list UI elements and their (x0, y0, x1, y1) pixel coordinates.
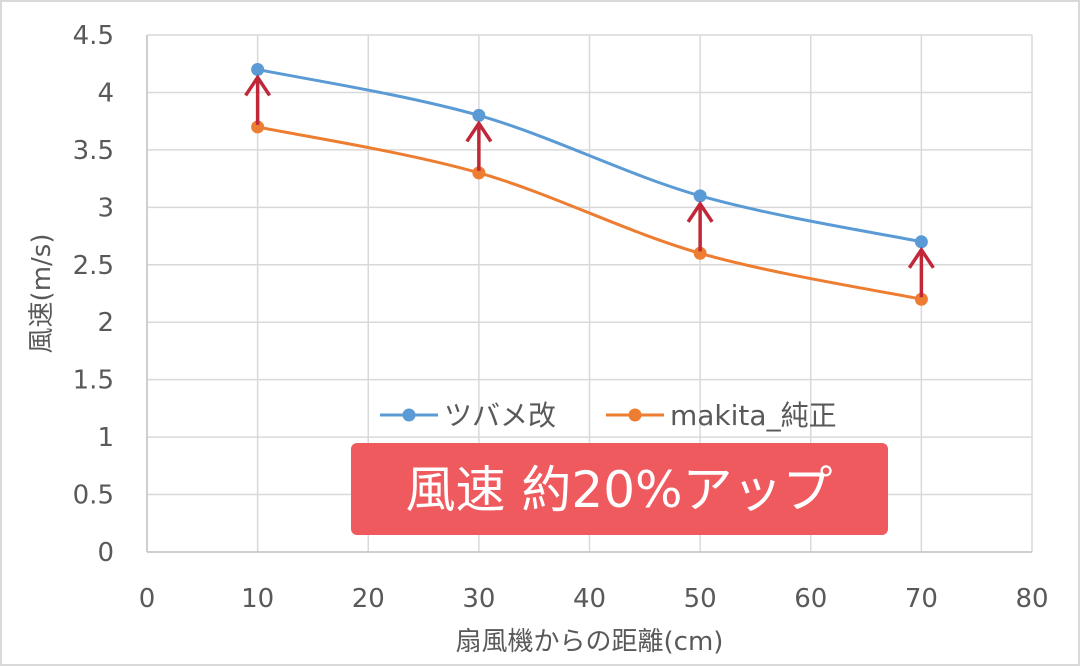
y-tick-label: 3.5 (73, 136, 114, 166)
increase-arrows (244, 74, 935, 298)
x-tick-label: 30 (462, 584, 495, 614)
x-tick-label: 10 (241, 584, 274, 614)
increase-arrow (907, 246, 935, 298)
legend: ツバメ改 makita_純正 (380, 399, 837, 432)
x-tick-label: 80 (1015, 584, 1048, 614)
y-tick-label: 1 (97, 423, 114, 453)
legend-marker (402, 408, 416, 422)
legend-label: ツバメ改 (444, 399, 556, 432)
gridlines (147, 34, 1033, 552)
x-tick-label: 0 (139, 584, 156, 614)
series-line-2 (257, 125, 922, 301)
series-line-1 (257, 67, 922, 244)
data-point-series-1 (251, 62, 265, 76)
x-tick-label: 50 (684, 584, 717, 614)
legend-marker (628, 408, 642, 422)
data-point-series-2 (914, 292, 928, 306)
x-axis-title: 扇風機からの距離(cm) (456, 627, 724, 657)
data-point-series-2 (693, 246, 707, 260)
y-tick-label: 2.5 (73, 251, 114, 281)
y-tick-label: 4.5 (73, 21, 114, 51)
increase-arrow (244, 74, 272, 125)
callout-box (351, 443, 888, 535)
data-point-series-2 (251, 120, 265, 134)
x-tick-label: 20 (352, 584, 385, 614)
callout: 風速 約20%アップ (351, 443, 888, 535)
axes (146, 35, 1032, 553)
y-tick-label: 3 (97, 193, 114, 223)
legend-item: ツバメ改 (380, 399, 556, 432)
y-tick-label: 2 (97, 308, 114, 338)
x-tick-label: 40 (573, 584, 606, 614)
y-tick-label: 0.5 (73, 481, 114, 511)
tick-labels: 0 10 20 30 40 50 60 70 80 0 0.5 1 1.5 2 2.5 3 3.5 4 4.5 (73, 21, 1049, 614)
legend-item: makita_純正 (606, 399, 837, 432)
increase-arrow (465, 120, 493, 171)
callout-text: 風速 約20%アップ (405, 461, 832, 519)
x-tick-label: 70 (905, 584, 938, 614)
data-point-series-1 (914, 235, 928, 249)
y-tick-label: 1.5 (73, 366, 114, 396)
data-point-series-1 (472, 108, 486, 122)
data-point-series-1 (693, 189, 707, 203)
y-tick-label: 4 (97, 78, 114, 108)
x-tick-label: 60 (794, 584, 827, 614)
data-point-series-2 (472, 166, 486, 180)
increase-arrow (686, 200, 714, 252)
series (251, 62, 928, 306)
y-tick-label: 0 (97, 538, 114, 568)
y-axis-title: 風速(m/s) (27, 234, 57, 354)
legend-label: makita_純正 (670, 399, 837, 432)
